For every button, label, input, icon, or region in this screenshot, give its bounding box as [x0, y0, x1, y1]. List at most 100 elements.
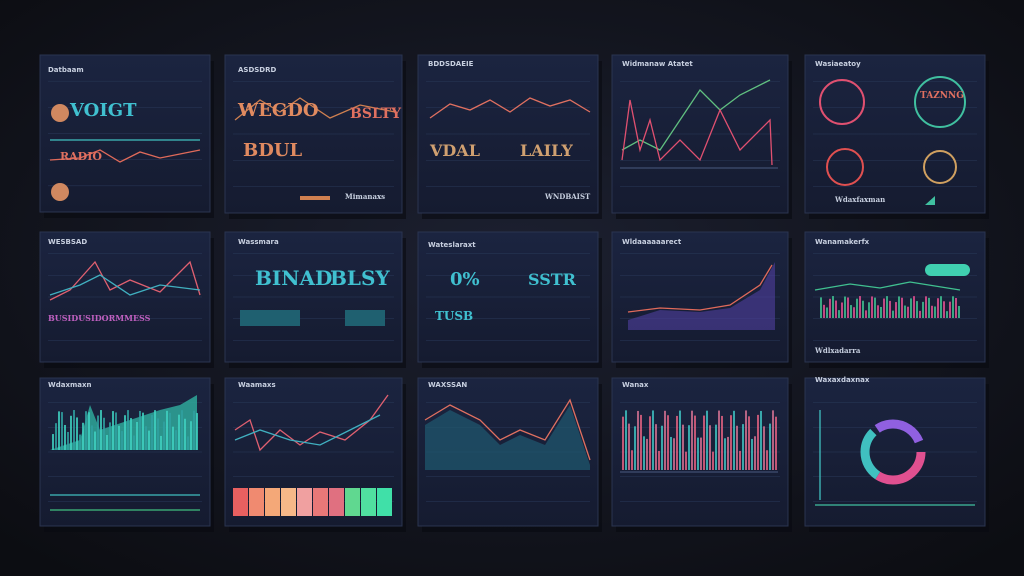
decor-bar: [745, 410, 747, 470]
decor-bar: [664, 410, 666, 470]
decor-circle: [826, 148, 864, 186]
decor-bar: [139, 410, 141, 450]
decor-bar: [874, 297, 876, 318]
card-text: TUSB: [435, 309, 473, 323]
decor-bar: [865, 310, 867, 318]
decor-bar: [736, 425, 738, 470]
decor-bar: [757, 414, 759, 470]
decor-bar: [631, 450, 633, 470]
decor-bar: [928, 297, 930, 318]
color-cell: [361, 488, 376, 516]
decor-bar: [127, 410, 129, 450]
decor-bar: [196, 413, 198, 450]
decor-bar: [838, 310, 840, 318]
decor-circle: [860, 419, 926, 485]
decor-bar: [883, 298, 885, 318]
decor-bar: [718, 410, 720, 470]
decor-bar: [946, 311, 948, 318]
card-text: 0%: [450, 269, 480, 290]
color-cell: [345, 488, 360, 516]
card-title: Wldaaaaaarect: [622, 238, 682, 246]
decor-bar: [118, 425, 120, 450]
decor-bar: [187, 436, 189, 450]
decor-bar: [154, 410, 156, 450]
card-text: WEGDO: [237, 100, 319, 121]
decor-bar: [691, 410, 693, 470]
decor-path: [925, 196, 935, 205]
decor-bar: [148, 430, 150, 450]
card-text: Wdlxadarra: [814, 346, 861, 355]
color-cell: [313, 488, 328, 516]
decor-path: [234, 97, 396, 121]
decor: [49, 76, 975, 516]
decor-bar: [733, 410, 735, 470]
decor-bar: [61, 412, 63, 450]
decor-bar: [844, 296, 846, 318]
decor-bar: [889, 300, 891, 318]
card-grid: [426, 81, 590, 187]
card-title: Wassmara: [238, 238, 279, 246]
decor-bar: [934, 306, 936, 318]
decor-bar: [877, 305, 879, 318]
decor-bar: [949, 301, 951, 318]
decor-bar: [643, 436, 645, 470]
card-grid: [620, 81, 780, 187]
decor-bar: [688, 425, 690, 470]
decor-bar: [925, 296, 927, 318]
decor-bar: [160, 435, 162, 450]
decor-bar: [895, 302, 897, 318]
decor-bar: [862, 300, 864, 318]
decor-bar: [916, 301, 918, 318]
card-text: BDUL: [243, 140, 303, 161]
decor-bar: [106, 434, 108, 450]
decor-circle: [914, 76, 966, 128]
card-title: Wanamakerfx: [815, 238, 870, 246]
decor-rect: [240, 310, 300, 326]
decor-bar: [937, 298, 939, 318]
decor-path: [814, 281, 961, 291]
decor-bar: [832, 296, 834, 318]
decor-bar: [715, 424, 717, 470]
decor-bar: [841, 302, 843, 318]
decor-bar: [712, 451, 714, 470]
decor-bar: [901, 297, 903, 318]
decor-bar: [625, 410, 627, 470]
decor-bar: [52, 434, 54, 450]
decor-bar: [55, 423, 57, 450]
decor-bar: [769, 423, 771, 470]
decor-rect: [925, 264, 970, 276]
decor-bar: [82, 422, 84, 450]
card-text: Mimanaxs: [345, 192, 385, 201]
decor-bar: [73, 410, 75, 450]
decor-bar: [175, 430, 177, 450]
decor-circle: [819, 79, 865, 125]
decor-bar: [847, 297, 849, 318]
decor-bar: [115, 412, 117, 450]
decor-bar: [871, 296, 873, 318]
decor-bar: [910, 298, 912, 318]
decor-bar: [100, 410, 102, 450]
decor-bar: [955, 297, 957, 318]
decor-bar: [913, 296, 915, 318]
card-title: Widmanaw Atatet: [622, 60, 693, 68]
decor-bar: [943, 301, 945, 318]
decor-bar: [676, 415, 678, 470]
decor-rect: [345, 310, 385, 326]
decor-bar: [886, 296, 888, 318]
decor-bar: [850, 305, 852, 318]
decor-bar: [670, 436, 672, 470]
decor-path: [429, 97, 591, 119]
decor-bar: [739, 450, 741, 470]
decor-bar: [136, 421, 138, 450]
card-title: Waamaxs: [238, 381, 276, 389]
decor-bar: [103, 417, 105, 450]
decor-bar: [109, 422, 111, 450]
card-text: BINAD: [255, 266, 332, 290]
decor-path: [49, 274, 201, 296]
card-text: BSLTY: [350, 106, 402, 122]
decor-bar: [76, 417, 78, 450]
decor-bar: [775, 416, 777, 470]
decor-bar: [79, 434, 81, 450]
decor-bar: [958, 306, 960, 318]
